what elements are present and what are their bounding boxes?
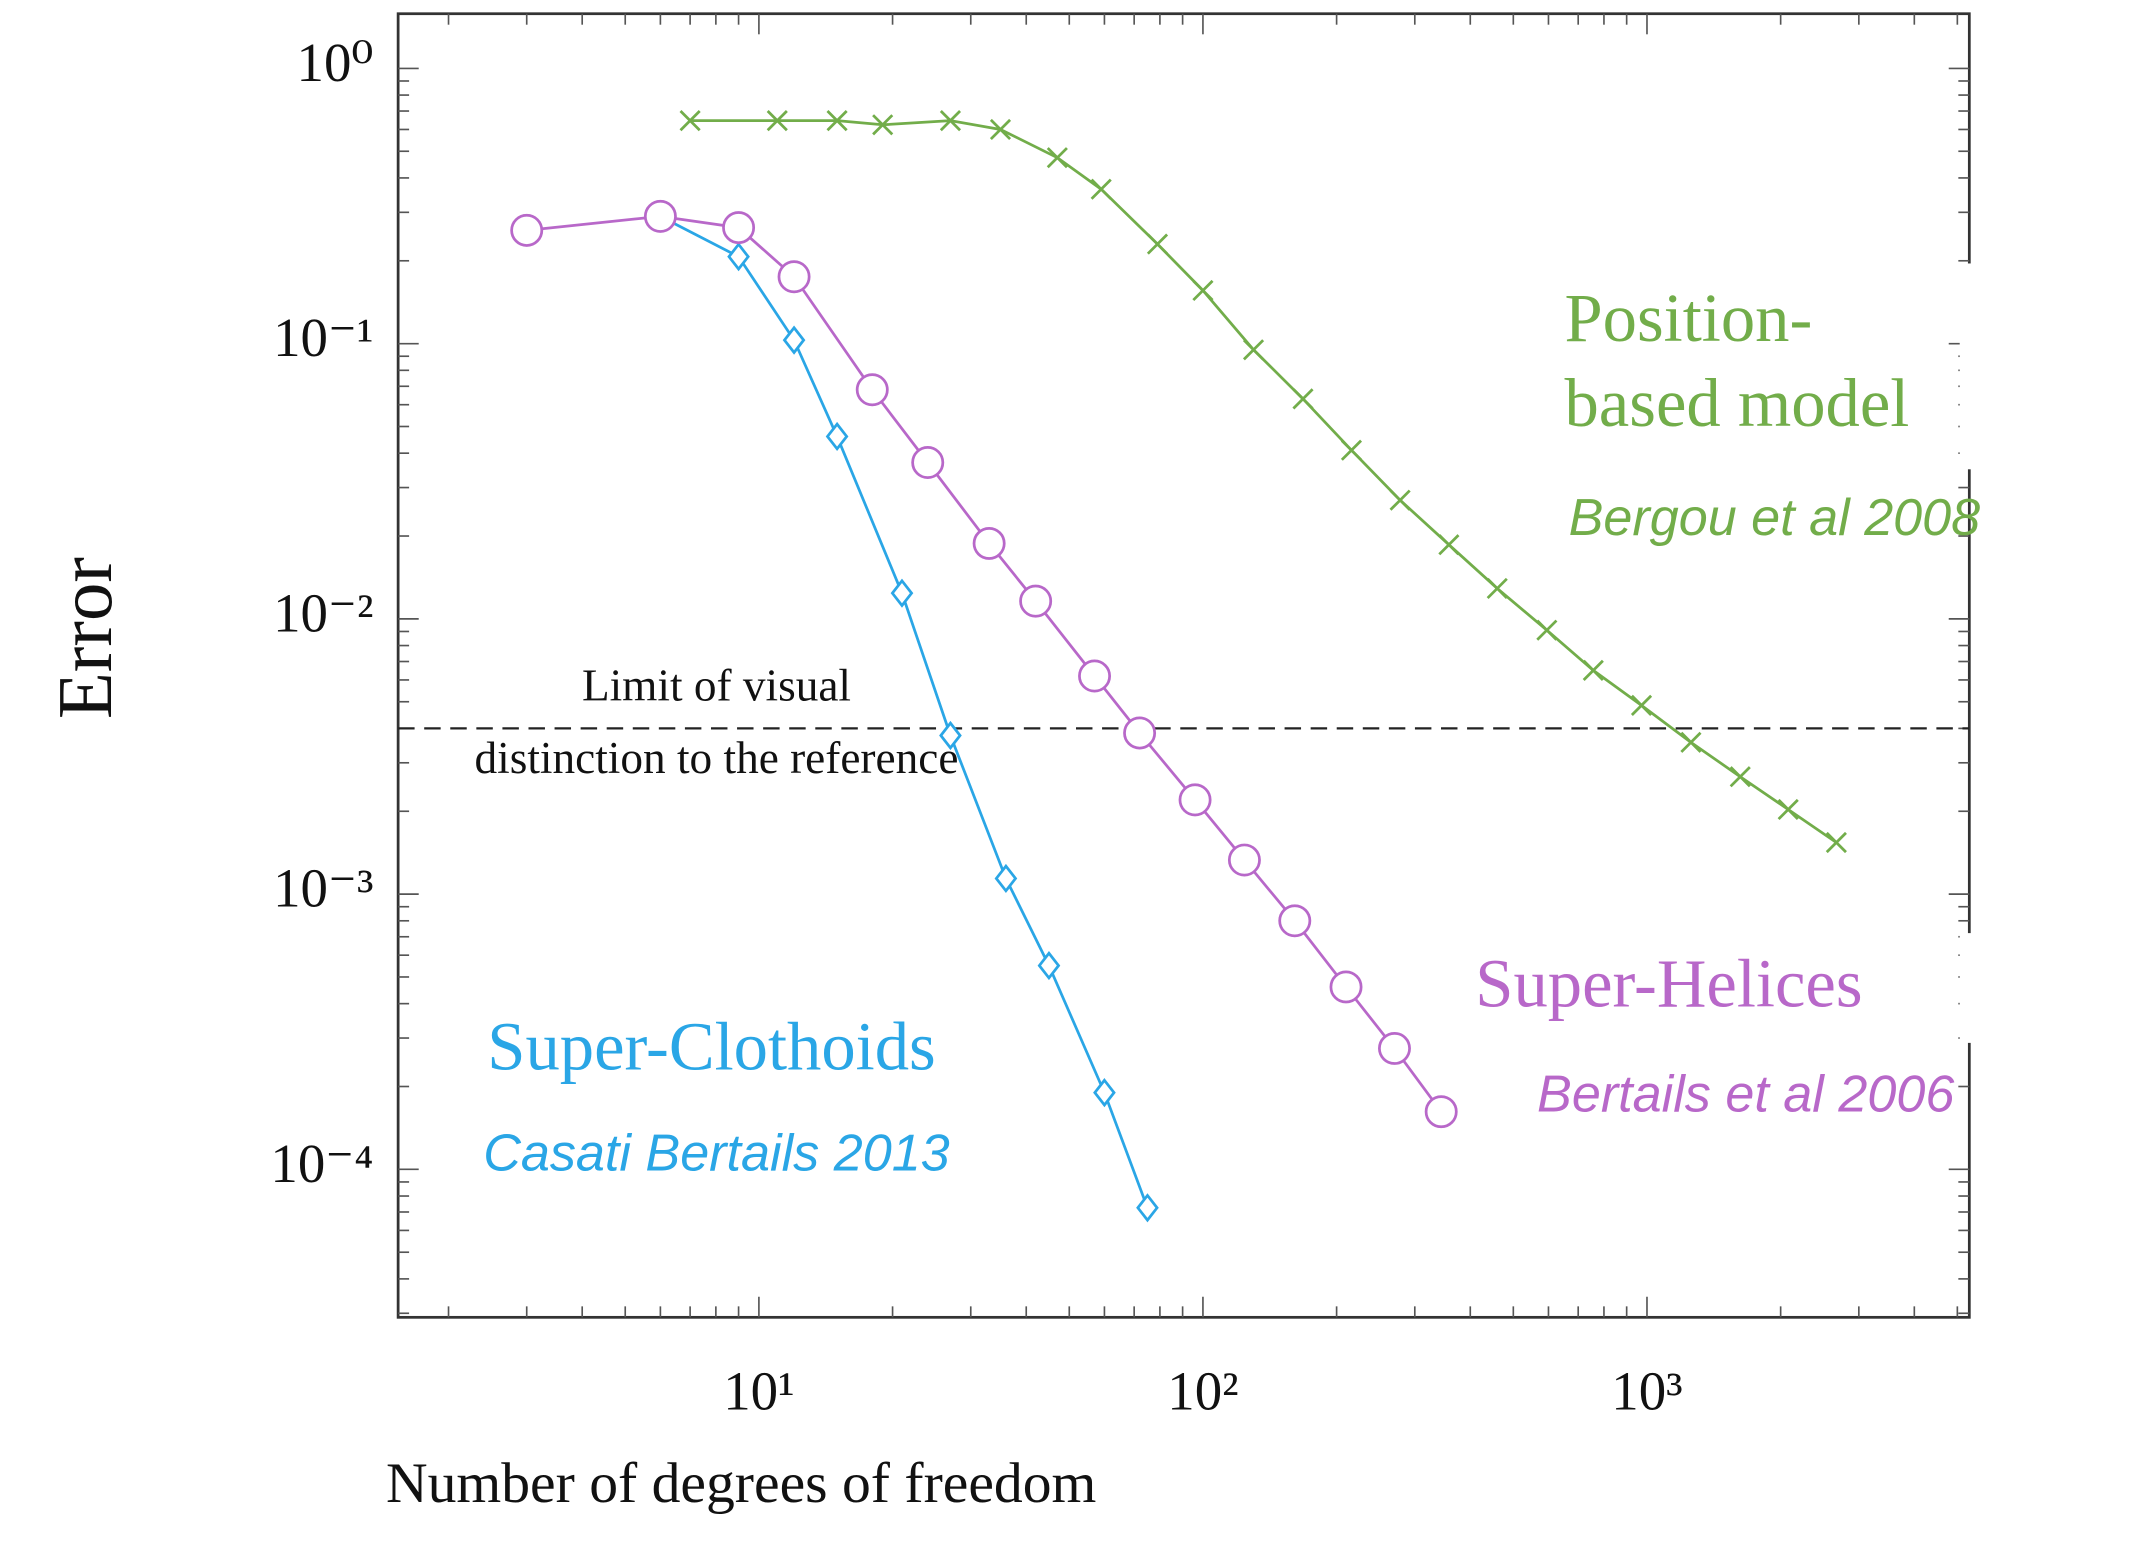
- marker: [1046, 147, 1068, 169]
- reference-text: distinction to the reference: [475, 733, 959, 783]
- marker: [1292, 388, 1314, 410]
- marker: [1340, 439, 1363, 461]
- marker: [1090, 178, 1112, 200]
- marker: [890, 578, 914, 608]
- marker: [1146, 233, 1169, 255]
- marker: [1093, 1078, 1116, 1108]
- marker: [1777, 798, 1799, 821]
- marker: [855, 373, 889, 407]
- marker: [510, 213, 544, 247]
- series: [510, 199, 1458, 1129]
- marker: [911, 446, 945, 479]
- marker: [1424, 1095, 1458, 1129]
- marker: [1389, 489, 1411, 511]
- marker: [727, 242, 750, 272]
- marker: [766, 110, 788, 132]
- marker: [989, 118, 1012, 141]
- series-citation: Casati Bertails 2013: [483, 1125, 949, 1183]
- marker: [1329, 970, 1363, 1004]
- x-tick-label: 10²: [1167, 1361, 1238, 1422]
- y-tick-label: 10⁻¹: [273, 307, 373, 368]
- marker: [1486, 577, 1508, 600]
- x-tick-label: 10¹: [723, 1361, 794, 1422]
- series-line: [659, 215, 1149, 1209]
- marker: [1037, 950, 1061, 981]
- marker: [1019, 584, 1053, 618]
- marker: [1123, 716, 1157, 750]
- series-citation: Bergou et al 2008: [1569, 489, 1981, 547]
- marker: [1378, 1031, 1411, 1065]
- marker: [643, 199, 677, 233]
- marker: [777, 260, 811, 294]
- marker: [1278, 904, 1312, 938]
- series-name: Position-: [1565, 280, 1813, 356]
- series-name: Super-Helices: [1475, 945, 1862, 1021]
- y-tick-label: 10⁰: [297, 32, 374, 93]
- marker: [1630, 694, 1653, 716]
- x-tick-label: 10³: [1611, 1361, 1682, 1422]
- marker: [939, 110, 962, 132]
- marker: [1078, 659, 1112, 693]
- marker: [1438, 534, 1460, 556]
- marker: [1178, 783, 1212, 817]
- y-axis-label: Error: [43, 557, 128, 719]
- reference-text: Limit of visual: [582, 660, 851, 710]
- y-tick-label: 10⁻³: [273, 858, 373, 919]
- series-line: [526, 214, 1443, 1113]
- marker: [1227, 843, 1261, 877]
- label-backing: [1959, 933, 1979, 1043]
- marker: [1680, 731, 1702, 753]
- marker: [1729, 766, 1751, 788]
- marker: [1536, 619, 1558, 641]
- y-tick-label: 10⁻⁴: [270, 1133, 373, 1194]
- label-backing: [1959, 263, 1979, 470]
- marker: [1136, 1193, 1159, 1223]
- marker: [1192, 279, 1214, 302]
- marker: [994, 863, 1018, 894]
- marker: [722, 211, 756, 245]
- series-name: Super-Clothoids: [487, 1009, 935, 1085]
- x-axis-label: Number of degrees of freedom: [386, 1452, 1096, 1515]
- marker: [782, 325, 806, 355]
- marker: [972, 526, 1006, 560]
- marker: [872, 114, 894, 136]
- marker: [679, 110, 701, 132]
- series-citation: Bertails et al 2006: [1537, 1066, 1954, 1124]
- y-tick-label: 10⁻²: [273, 582, 373, 643]
- marker: [1582, 659, 1604, 681]
- series: [679, 110, 1847, 854]
- marker: [939, 720, 962, 751]
- marker: [825, 421, 849, 452]
- series: [649, 201, 1159, 1223]
- marker: [1242, 339, 1265, 361]
- marker: [1825, 831, 1847, 854]
- series-name: based model: [1565, 365, 1910, 441]
- marker: [826, 110, 848, 132]
